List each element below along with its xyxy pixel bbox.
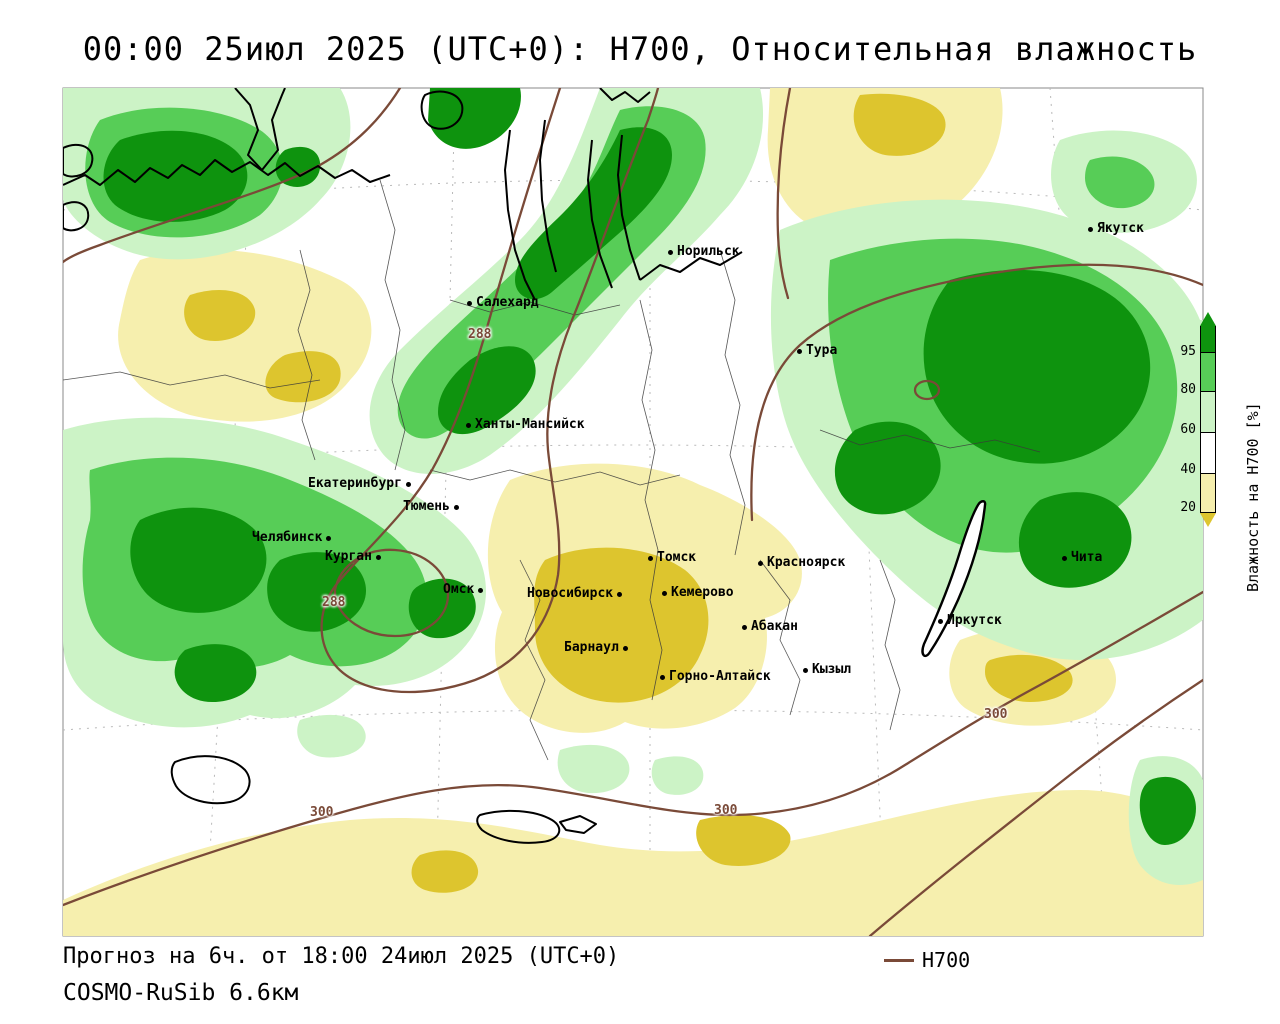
city-dot-icon bbox=[375, 554, 381, 560]
admin-borders-layer bbox=[63, 179, 1041, 761]
h700-line-key: H700 bbox=[884, 948, 970, 972]
city-label: Абакан bbox=[751, 619, 798, 634]
colorbar-arrow-up-icon bbox=[1200, 312, 1216, 326]
contour-label: 300 bbox=[984, 707, 1008, 722]
legend-tick: 20 bbox=[1180, 500, 1196, 515]
humidity-colorbar bbox=[1200, 312, 1216, 527]
contour-layer bbox=[63, 88, 1203, 936]
city-dot-icon bbox=[803, 667, 808, 673]
city-marker: Иркутск bbox=[938, 614, 1002, 628]
city-marker: Новосибирск bbox=[527, 586, 623, 601]
city-dot-icon bbox=[758, 560, 763, 566]
legend-tick: 80 bbox=[1180, 382, 1196, 397]
city-label: Якутск bbox=[1097, 221, 1144, 236]
city-dot-icon bbox=[660, 674, 665, 680]
city-dot-icon bbox=[622, 645, 628, 651]
city-label: Тюмень bbox=[403, 499, 450, 514]
city-dot-icon bbox=[467, 300, 472, 306]
city-dot-icon bbox=[1088, 226, 1093, 232]
city-label: Горно-Алтайск bbox=[669, 669, 771, 684]
city-marker: Кызыл bbox=[803, 663, 851, 677]
legend-tick: 95 bbox=[1180, 344, 1196, 359]
contour-label: 288 bbox=[468, 327, 492, 342]
legend-color-step bbox=[1200, 392, 1216, 433]
city-dot-icon bbox=[405, 481, 411, 487]
city-label: Чита bbox=[1071, 550, 1103, 565]
city-marker: Курган bbox=[325, 550, 381, 564]
city-label: Омск bbox=[443, 582, 475, 597]
city-dot-icon bbox=[662, 590, 667, 596]
city-marker: Кемерово bbox=[662, 586, 734, 600]
city-dot-icon bbox=[668, 249, 673, 255]
contour-label: 300 bbox=[310, 805, 334, 820]
humidity-field-green-layer bbox=[63, 88, 1203, 885]
city-label: Барнаул bbox=[564, 640, 619, 655]
city-marker: Омск bbox=[443, 582, 484, 597]
city-marker: Барнаул bbox=[564, 641, 628, 655]
legend-color-step bbox=[1200, 353, 1216, 392]
city-label: Челябинск bbox=[252, 530, 323, 545]
city-marker: Томск bbox=[648, 551, 696, 565]
city-label: Тура bbox=[806, 343, 838, 358]
city-marker: Салехард bbox=[467, 296, 539, 310]
city-marker: Челябинск bbox=[252, 530, 332, 545]
city-label: Красноярск bbox=[767, 555, 846, 570]
city-label: Иркутск bbox=[947, 613, 1002, 628]
city-label: Екатеринбург bbox=[308, 476, 402, 491]
city-label: Кызыл bbox=[812, 662, 852, 677]
city-dot-icon bbox=[742, 624, 747, 630]
h700-line-sample-icon bbox=[884, 958, 914, 962]
city-marker: Красноярск bbox=[758, 556, 845, 570]
city-label: Курган bbox=[325, 549, 372, 564]
contour-label: 300 bbox=[714, 803, 738, 818]
city-marker: Норильск bbox=[668, 245, 740, 259]
city-marker: Екатеринбург bbox=[308, 477, 411, 491]
city-label: Норильск bbox=[677, 244, 740, 259]
city-dot-icon bbox=[478, 587, 484, 593]
city-dot-icon bbox=[1062, 555, 1067, 561]
city-dot-icon bbox=[453, 504, 459, 510]
city-marker: Абакан bbox=[742, 620, 798, 634]
city-marker: Горно-Алтайск bbox=[660, 670, 771, 684]
city-label: Томск bbox=[657, 550, 697, 565]
city-label: Салехард bbox=[476, 295, 539, 310]
city-label: Новосибирск bbox=[527, 586, 614, 601]
city-label: Ханты-Мансийск bbox=[475, 417, 585, 432]
city-marker: Тюмень bbox=[403, 500, 459, 514]
coastline-layer bbox=[63, 88, 987, 844]
city-dot-icon bbox=[797, 348, 802, 354]
city-label: Кемерово bbox=[671, 585, 734, 600]
legend-tick: 40 bbox=[1180, 462, 1196, 477]
colorbar-axis-label: Влажность на H700 [%] bbox=[1244, 402, 1262, 592]
page-title: 00:00 25июл 2025 (UTC+0): H700, Относите… bbox=[82, 30, 1198, 68]
city-dot-icon bbox=[938, 618, 943, 624]
forecast-info: Прогноз на 6ч. от 18:00 24июл 2025 (UTC+… bbox=[63, 944, 620, 969]
contour-label: 288 bbox=[322, 595, 346, 610]
model-info: COSMO-RuSib 6.6км bbox=[63, 980, 299, 1006]
city-dot-icon bbox=[617, 591, 623, 597]
city-marker: Ханты-Мансийск bbox=[466, 418, 585, 432]
city-dot-icon bbox=[466, 422, 471, 428]
h700-line-key-label: H700 bbox=[922, 948, 971, 972]
city-marker: Чита bbox=[1062, 551, 1102, 565]
colorbar-arrow-down-icon bbox=[1200, 513, 1216, 527]
legend-color-step bbox=[1200, 326, 1216, 353]
city-marker: Тура bbox=[797, 344, 837, 358]
city-dot-icon bbox=[648, 555, 653, 561]
legend-color-step bbox=[1200, 474, 1216, 513]
city-dot-icon bbox=[326, 535, 332, 541]
city-marker: Якутск bbox=[1088, 222, 1144, 236]
legend-color-step bbox=[1200, 433, 1216, 474]
legend-tick: 60 bbox=[1180, 422, 1196, 437]
humidity-field-yellow-layer bbox=[63, 88, 1203, 936]
